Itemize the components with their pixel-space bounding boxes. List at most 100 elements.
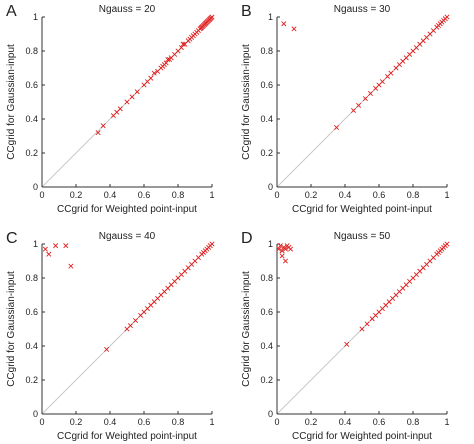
y-tick-label: 0 xyxy=(268,409,273,419)
data-point xyxy=(46,251,52,257)
data-point xyxy=(180,41,186,47)
data-point xyxy=(276,246,282,252)
data-point xyxy=(127,323,133,329)
data-point xyxy=(129,94,135,100)
data-point xyxy=(151,70,157,76)
data-point xyxy=(68,263,74,269)
panel-label: A xyxy=(6,3,17,20)
data-point xyxy=(165,56,171,63)
y-tick-label: 1 xyxy=(33,239,38,249)
x-tick-label: 0.2 xyxy=(70,190,83,200)
data-point xyxy=(63,243,69,249)
y-axis-label: CCgrid for Gaussian-input xyxy=(241,271,252,387)
y-tick-label: 0.2 xyxy=(260,375,273,385)
data-point xyxy=(279,248,285,254)
y-tick-label: 0.4 xyxy=(25,114,38,124)
panel-label: C xyxy=(6,230,18,247)
panel-label: D xyxy=(241,230,253,247)
x-tick-label: 0.8 xyxy=(407,417,420,427)
data-point xyxy=(95,130,101,136)
chart-title: Ngauss = 30 xyxy=(334,4,391,15)
y-tick-label: 0.2 xyxy=(25,375,38,385)
data-point xyxy=(444,241,450,247)
data-point xyxy=(356,102,362,108)
x-tick-label: 0.6 xyxy=(138,190,151,200)
y-tick-label: 1 xyxy=(268,12,273,22)
x-axis-label: CCgrid for Weighted point-input xyxy=(292,204,432,215)
y-axis-label: CCgrid for Gaussian-input xyxy=(241,44,252,160)
y-tick-label: 0.6 xyxy=(25,307,38,317)
x-tick-label: 0.4 xyxy=(104,190,117,200)
chart-panel-b: B Ngauss = 30 0 0.2 0.4 0.6 0.8 1 0 0.2 0.4 0.6 0.8 1… xyxy=(241,3,450,215)
y-tick-label: 0.8 xyxy=(260,273,273,283)
x-tick-label: 0.6 xyxy=(373,190,386,200)
data-point xyxy=(282,246,289,252)
y-tick-label: 1 xyxy=(268,239,273,249)
x-tick-label: 1 xyxy=(209,190,214,200)
data-point xyxy=(364,321,370,327)
data-point xyxy=(209,241,215,247)
x-tick-label: 0 xyxy=(39,190,44,200)
data-point xyxy=(209,14,215,20)
y-tick-label: 0.2 xyxy=(260,148,273,158)
y-tick-label: 0.6 xyxy=(260,80,273,90)
x-tick-label: 0.6 xyxy=(138,417,151,427)
y-tick-label: 0.8 xyxy=(25,273,38,283)
chart-title: Ngauss = 20 xyxy=(99,4,156,15)
data-point xyxy=(277,243,283,249)
data-point xyxy=(350,107,357,114)
y-tick-label: 1 xyxy=(33,12,38,22)
x-tick-label: 0 xyxy=(274,190,279,200)
y-tick-label: 0 xyxy=(268,182,273,192)
y-tick-label: 0.4 xyxy=(260,114,273,124)
data-point xyxy=(388,70,394,76)
data-point xyxy=(104,346,110,352)
data-point xyxy=(444,14,450,20)
y-axis-label: CCgrid for Gaussian-input xyxy=(6,44,17,160)
data-point xyxy=(132,317,139,324)
x-axis-label: CCgrid for Weighted point-input xyxy=(57,431,197,442)
x-tick-label: 0.8 xyxy=(407,190,420,200)
data-point xyxy=(362,96,368,102)
x-tick-label: 0 xyxy=(274,417,279,427)
chart-panel-c: C Ngauss = 40 0 0.2 0.4 0.6 0.8 1 0 0.2 0.4 0.6 0.8 1… xyxy=(6,230,215,442)
x-tick-label: 0.8 xyxy=(172,417,185,427)
x-tick-label: 0.4 xyxy=(339,190,352,200)
x-tick-label: 1 xyxy=(209,417,214,427)
data-point xyxy=(359,326,365,332)
data-point xyxy=(379,79,385,85)
data-point xyxy=(291,26,297,32)
y-tick-label: 0.4 xyxy=(260,341,273,351)
y-tick-label: 0.6 xyxy=(25,80,38,90)
y-tick-label: 0.6 xyxy=(260,307,273,317)
y-tick-label: 0.8 xyxy=(260,46,273,56)
data-point xyxy=(333,124,340,131)
y-tick-label: 0 xyxy=(33,182,38,192)
y-axis-label: CCgrid for Gaussian-input xyxy=(6,271,17,387)
data-point xyxy=(42,246,48,252)
chart-panel-d: D Ngauss = 50 0 0.2 0.4 0.6 0.8 1 0 0.2 0.4 0.6 0.8 1… xyxy=(241,230,450,442)
x-tick-label: 0.8 xyxy=(172,190,185,200)
data-point xyxy=(117,106,123,112)
data-point xyxy=(134,89,140,95)
data-point xyxy=(279,253,285,259)
data-point xyxy=(281,21,287,27)
x-tick-label: 0.4 xyxy=(339,417,352,427)
x-tick-label: 0 xyxy=(39,417,44,427)
chart-title: Ngauss = 40 xyxy=(99,231,156,242)
data-point xyxy=(367,90,374,97)
x-tick-label: 0.2 xyxy=(70,417,83,427)
data-point xyxy=(288,246,294,252)
x-axis-label: CCgrid for Weighted point-input xyxy=(292,431,432,442)
data-point xyxy=(100,123,106,129)
y-tick-label: 0 xyxy=(33,409,38,419)
x-axis-label: CCgrid for Weighted point-input xyxy=(57,204,197,215)
panel-label: B xyxy=(241,3,252,20)
y-tick-label: 0.4 xyxy=(25,341,38,351)
y-tick-label: 0.8 xyxy=(25,46,38,56)
x-tick-label: 0.4 xyxy=(104,417,117,427)
chart-title: Ngauss = 50 xyxy=(334,231,391,242)
x-tick-label: 0.2 xyxy=(305,417,318,427)
y-tick-label: 0.2 xyxy=(25,148,38,158)
